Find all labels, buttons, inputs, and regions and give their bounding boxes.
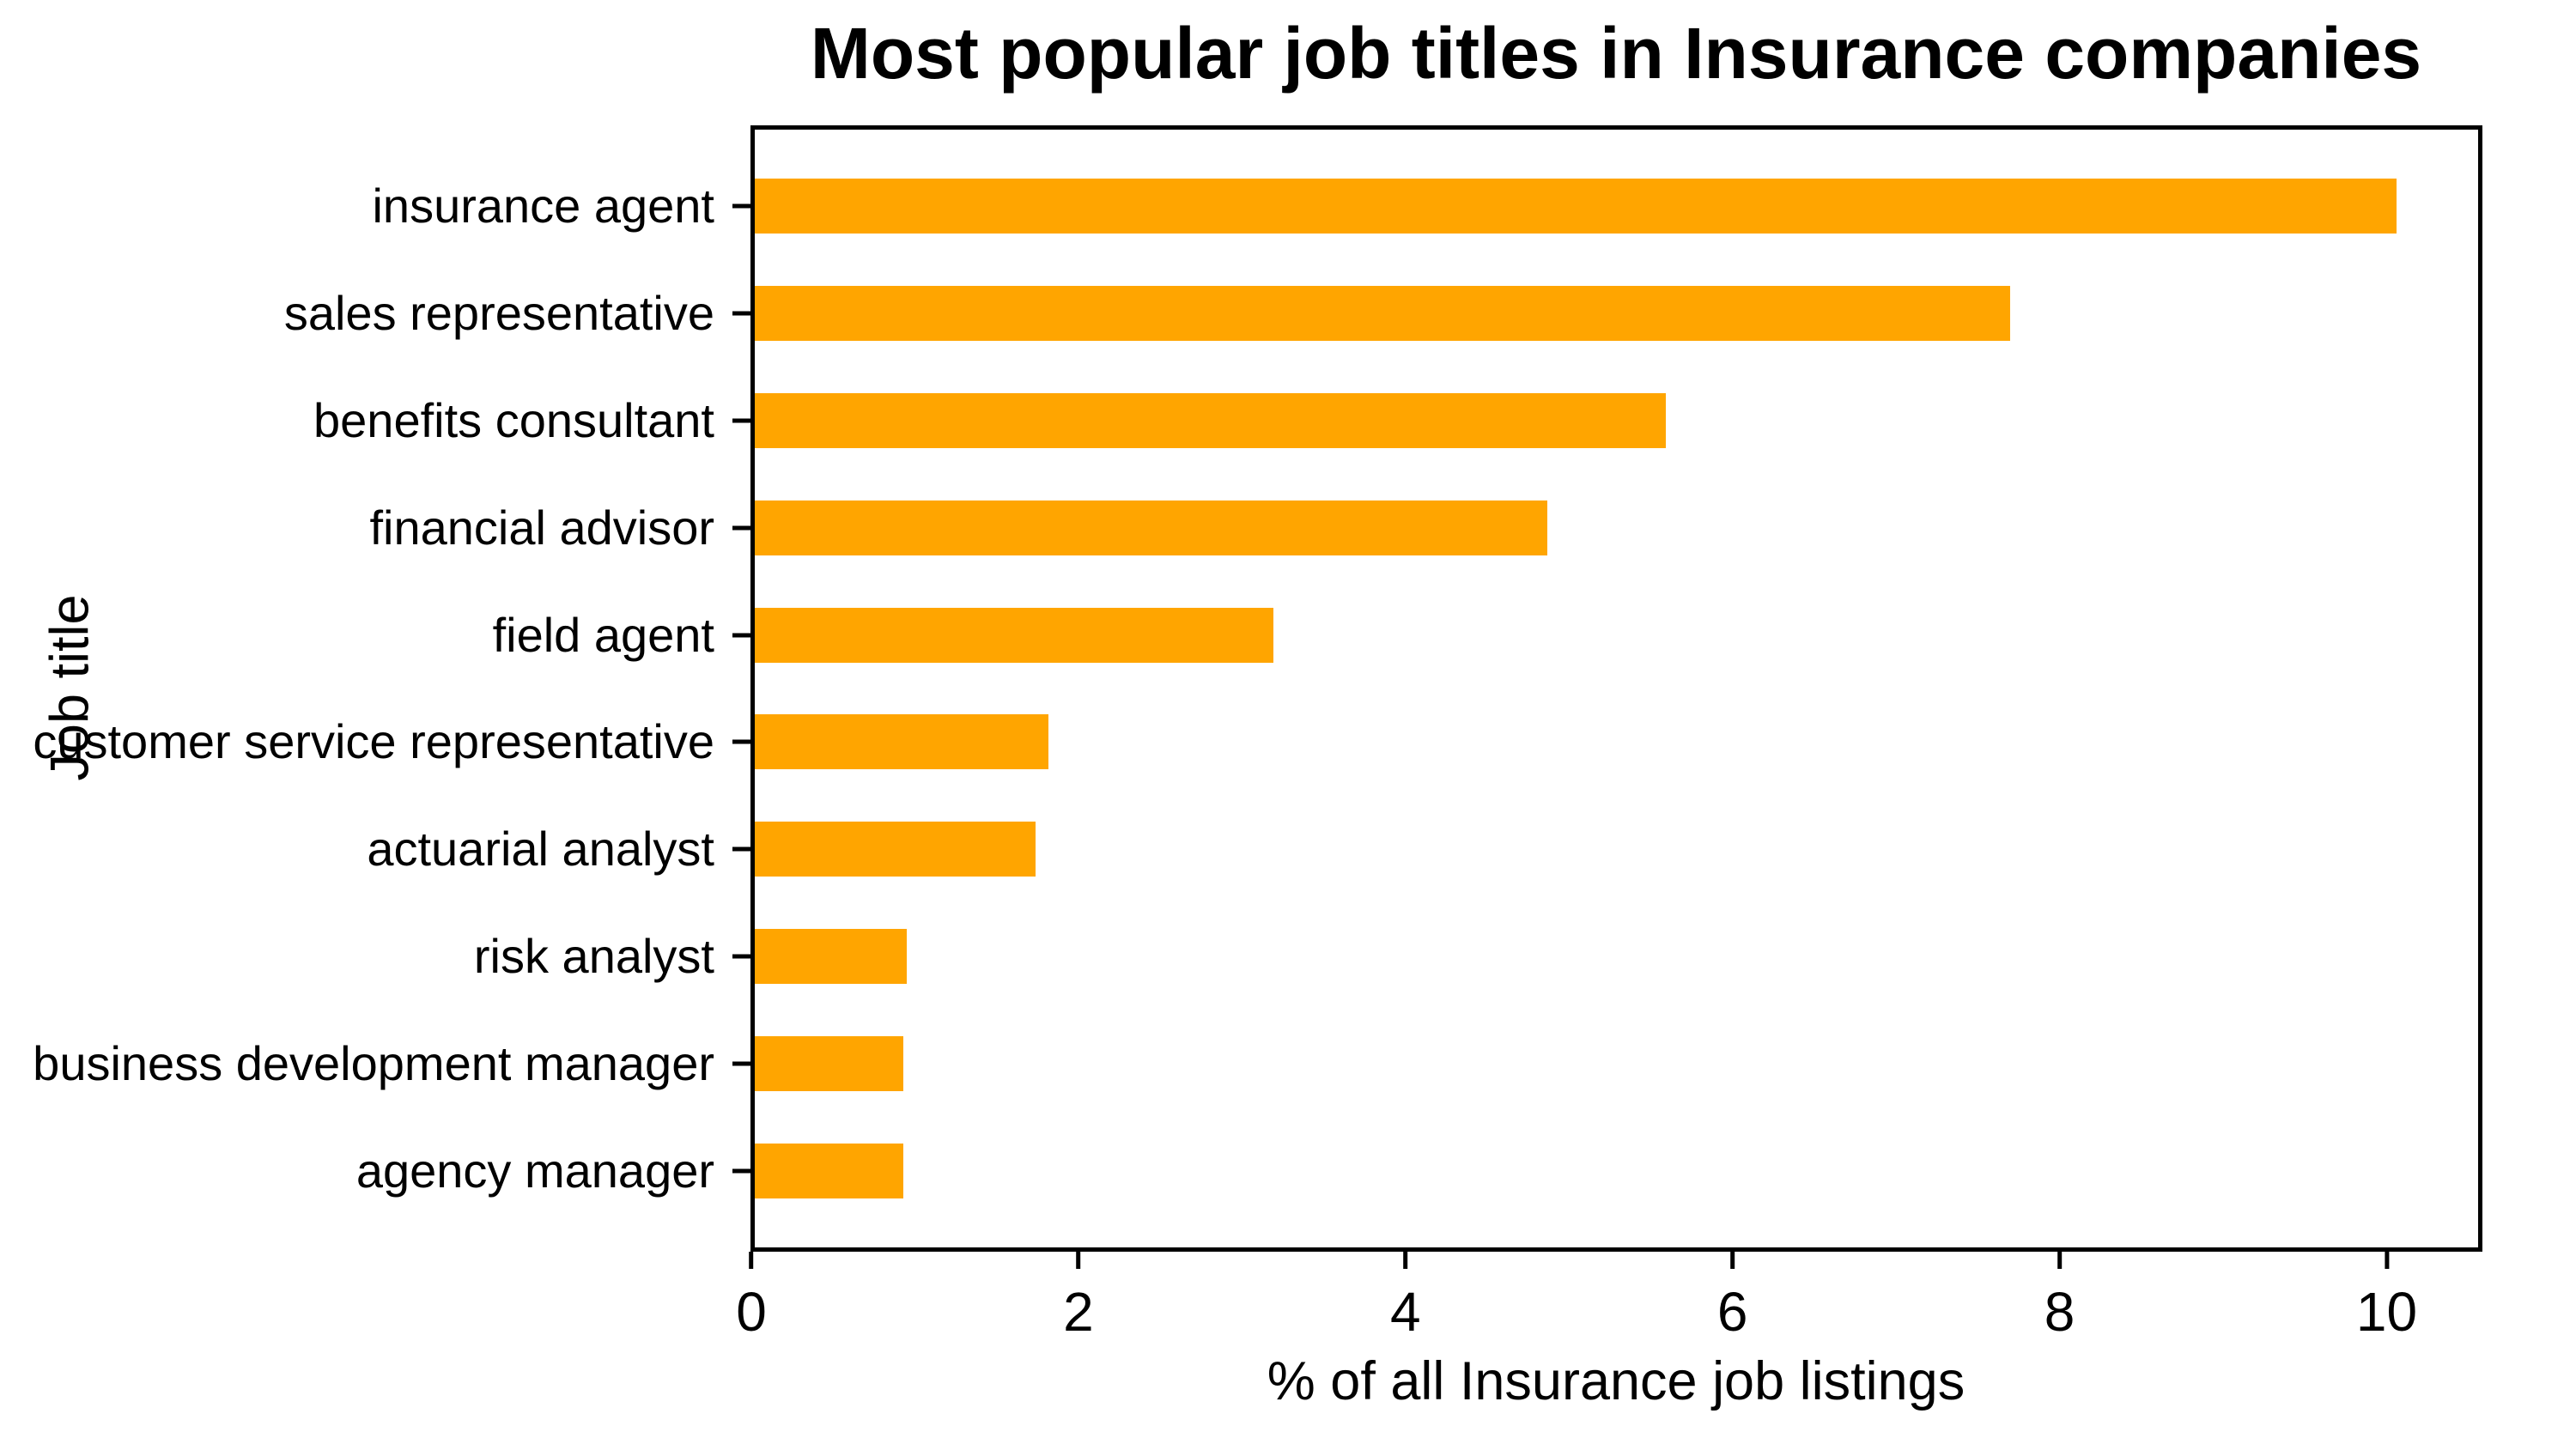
y-category-label: business development manager bbox=[33, 1035, 714, 1090]
y-tick-mark bbox=[732, 1061, 750, 1066]
y-category-label: insurance agent bbox=[372, 179, 714, 234]
x-tick-mark bbox=[1730, 1252, 1735, 1269]
y-category-label: sales representative bbox=[283, 286, 714, 341]
x-tick-label: 10 bbox=[2355, 1281, 2418, 1343]
bar-row: sales representative bbox=[284, 260, 2478, 367]
x-axis: 0 2 4 6 8 10 bbox=[736, 1252, 2480, 1355]
y-category-label: agency manager bbox=[355, 1143, 714, 1198]
x-tick-mark bbox=[1076, 1252, 1081, 1269]
y-category-label: risk analyst bbox=[473, 928, 714, 983]
y-category-label: actuarial analyst bbox=[367, 822, 714, 877]
y-category-label: financial advisor bbox=[369, 500, 714, 555]
y-category-label: benefits consultant bbox=[313, 392, 714, 447]
bar bbox=[755, 500, 1547, 555]
x-tick-label: 0 bbox=[736, 1281, 767, 1343]
bars-area: insurance agent sales representative benef… bbox=[33, 130, 2478, 1247]
y-tick-mark bbox=[732, 311, 750, 316]
bar bbox=[755, 392, 1667, 448]
x-tick: 10 bbox=[2356, 1252, 2417, 1339]
y-tick-mark bbox=[732, 525, 750, 531]
y-tick-mark bbox=[732, 418, 750, 423]
bar-row: customer service representative bbox=[33, 689, 2478, 796]
bar-row: field agent bbox=[493, 581, 2478, 689]
x-tick-mark bbox=[2057, 1252, 2063, 1269]
x-tick-label: 6 bbox=[1716, 1281, 1748, 1343]
x-tick: 0 bbox=[736, 1252, 767, 1339]
y-tick-mark bbox=[732, 846, 750, 852]
bar bbox=[755, 1143, 903, 1198]
x-tick-label: 8 bbox=[2044, 1281, 2075, 1343]
bar bbox=[755, 607, 1273, 663]
x-tick: 2 bbox=[1063, 1252, 1094, 1339]
bar-row: risk analyst bbox=[474, 903, 2478, 1010]
y-tick-mark bbox=[732, 633, 750, 638]
x-tick-mark bbox=[1403, 1252, 1408, 1269]
y-tick-mark bbox=[732, 203, 750, 209]
y-tick-mark bbox=[732, 739, 750, 744]
bar bbox=[755, 1035, 903, 1091]
bar-row: actuarial analyst bbox=[367, 796, 2478, 903]
y-tick-mark bbox=[732, 954, 750, 959]
x-tick-label: 4 bbox=[1389, 1281, 1421, 1343]
y-category-label: customer service representative bbox=[33, 714, 714, 769]
bar bbox=[755, 179, 2397, 234]
x-tick-mark bbox=[749, 1252, 754, 1269]
plot-area: insurance agent sales representative benef… bbox=[33, 125, 2482, 1252]
bar-row: agency manager bbox=[356, 1117, 2478, 1224]
y-category-label: field agent bbox=[492, 607, 714, 662]
x-tick: 6 bbox=[1716, 1252, 1748, 1343]
bar-row: financial advisor bbox=[369, 474, 2478, 581]
bar bbox=[755, 822, 1036, 877]
x-tick: 4 bbox=[1390, 1252, 1421, 1339]
bar-row: insurance agent bbox=[372, 153, 2478, 260]
y-axis-label: Job title bbox=[39, 594, 100, 781]
x-tick-label: 2 bbox=[1063, 1281, 1094, 1343]
x-axis-label: % of all Insurance job listings bbox=[1267, 1351, 1965, 1411]
y-tick-mark bbox=[732, 1168, 750, 1174]
bar-row: business development manager bbox=[33, 1010, 2478, 1117]
bar bbox=[755, 286, 2011, 342]
chart-title: Most popular job titles in Insurance com… bbox=[810, 13, 2422, 94]
bar bbox=[755, 928, 907, 984]
x-tick: 8 bbox=[2044, 1252, 2075, 1339]
x-tick-mark bbox=[2384, 1252, 2389, 1269]
bar-row: benefits consultant bbox=[313, 367, 2478, 475]
bar bbox=[755, 714, 1048, 770]
